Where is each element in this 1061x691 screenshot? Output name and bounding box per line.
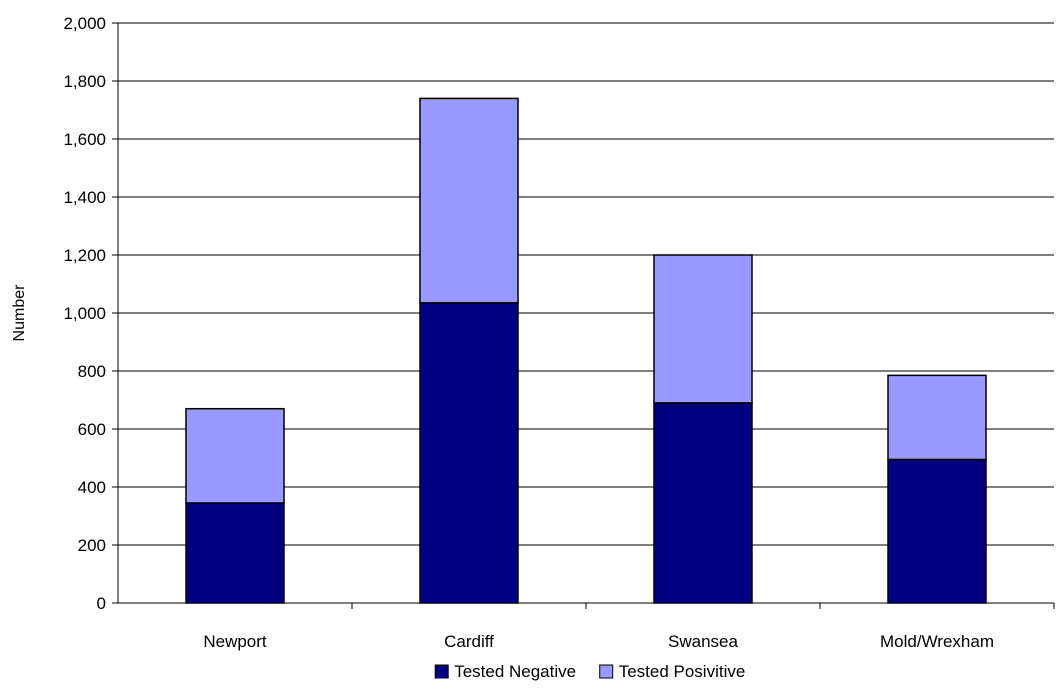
bars xyxy=(185,97,987,604)
legend-swatch xyxy=(434,664,449,679)
y-tick-label: 1,400 xyxy=(63,188,106,207)
x-tick-labels: Newport Cardiff Swansea Mold/Wrexham xyxy=(203,632,994,651)
bar-segment xyxy=(185,407,285,504)
x-tick-label: Swansea xyxy=(668,632,738,651)
y-tick-label: 1,000 xyxy=(63,304,106,323)
x-tick-label: Newport xyxy=(203,632,267,651)
y-tick-label: 0 xyxy=(97,594,106,613)
x-tick-label: Cardiff xyxy=(444,632,494,651)
bar-segment xyxy=(653,402,753,604)
y-tick-label: 800 xyxy=(78,362,106,381)
y-tick-label: 400 xyxy=(78,478,106,497)
bar-segment xyxy=(185,502,285,604)
y-tick-label: 1,800 xyxy=(63,72,106,91)
legend-label: Tested Posivitive xyxy=(619,662,746,681)
bar-segment xyxy=(419,302,519,604)
bar-segment xyxy=(887,374,987,461)
legend-swatch xyxy=(599,664,614,679)
y-tick-label: 200 xyxy=(78,536,106,555)
x-tick-label: Mold/Wrexham xyxy=(880,632,994,651)
legend-label: Tested Negative xyxy=(454,662,576,681)
bar-segment xyxy=(653,254,753,404)
bar-segment xyxy=(419,97,519,304)
y-tick-label: 2,000 xyxy=(63,14,106,33)
bar-segment xyxy=(887,458,987,604)
axes xyxy=(112,22,1055,609)
legend: Tested Negative Tested Posivitive xyxy=(434,662,746,681)
y-tick-label: 600 xyxy=(78,420,106,439)
y-axis-title: Number xyxy=(11,284,28,342)
y-tick-label: 1,600 xyxy=(63,130,106,149)
y-tick-labels: 0 200 400 600 800 1,000 1,200 1,400 1,600 1,800 2,… xyxy=(63,14,106,613)
y-tick-label: 1,200 xyxy=(63,246,106,265)
